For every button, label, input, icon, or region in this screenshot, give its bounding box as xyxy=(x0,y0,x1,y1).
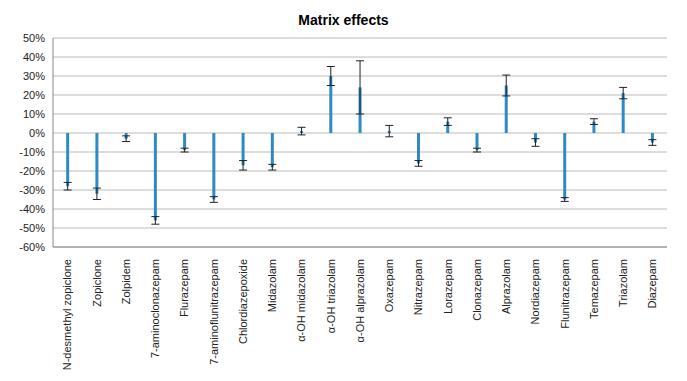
svg-text:7-aminoflunitrazepam: 7-aminoflunitrazepam xyxy=(208,259,220,365)
svg-text:50%: 50% xyxy=(23,32,45,44)
svg-text:Zolpidem: Zolpidem xyxy=(120,259,132,304)
svg-text:-40%: -40% xyxy=(19,203,45,215)
svg-text:-60%: -60% xyxy=(19,241,45,253)
svg-text:Flunitrazepam: Flunitrazepam xyxy=(559,259,571,329)
svg-text:Nordiazepam: Nordiazepam xyxy=(529,259,541,324)
svg-text:Lorazepam: Lorazepam xyxy=(442,259,454,314)
svg-text:-50%: -50% xyxy=(19,222,45,234)
svg-text:Midazolam: Midazolam xyxy=(266,259,278,312)
svg-text:7-aminoclonazepam: 7-aminoclonazepam xyxy=(149,259,161,358)
svg-text:Chlordiazepoxide: Chlordiazepoxide xyxy=(237,259,249,344)
svg-text:α-OH midazolam: α-OH midazolam xyxy=(295,259,307,342)
svg-text:-30%: -30% xyxy=(19,184,45,196)
svg-text:Flurazepam: Flurazepam xyxy=(178,259,190,317)
svg-text:α-OH triazolam: α-OH triazolam xyxy=(325,259,337,333)
svg-text:Nitrazepam: Nitrazepam xyxy=(412,259,424,315)
svg-text:20%: 20% xyxy=(23,89,45,101)
svg-text:30%: 30% xyxy=(23,70,45,82)
html-text:Matrix effects: Matrix effects xyxy=(298,12,389,28)
svg-text:10%: 10% xyxy=(23,108,45,120)
svg-text:40%: 40% xyxy=(23,51,45,63)
svg-text:-20%: -20% xyxy=(19,165,45,177)
svg-text:Alprazolam: Alprazolam xyxy=(500,259,512,314)
svg-text:N-desmethyl zopiclone: N-desmethyl zopiclone xyxy=(61,259,73,370)
svg-text:Clonazepam: Clonazepam xyxy=(471,259,483,321)
svg-text:Oxazepam: Oxazepam xyxy=(383,259,395,312)
svg-text:Zopiclone: Zopiclone xyxy=(91,259,103,307)
svg-text:Diazepam: Diazepam xyxy=(646,259,658,309)
svg-text:-10%: -10% xyxy=(19,146,45,158)
svg-text:α-OH alprazolam: α-OH alprazolam xyxy=(354,259,366,342)
svg-text:0%: 0% xyxy=(29,127,45,139)
svg-text:Triazolam: Triazolam xyxy=(617,259,629,307)
svg-text:Temazepam: Temazepam xyxy=(588,259,600,319)
